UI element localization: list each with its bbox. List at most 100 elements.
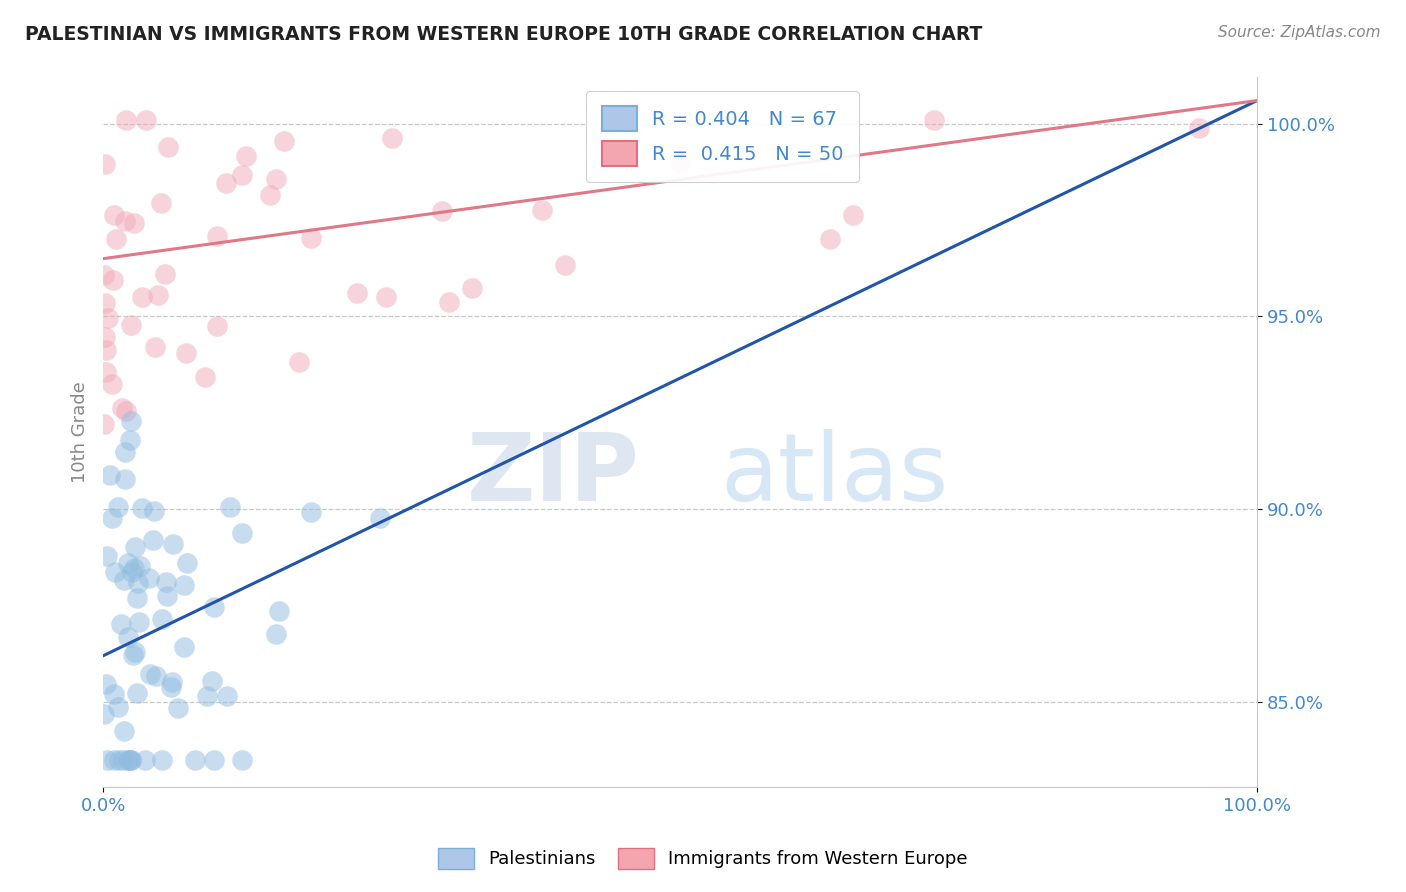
Point xyxy=(1188,120,1211,135)
Point xyxy=(101,377,124,392)
Point xyxy=(127,686,149,700)
Point xyxy=(207,228,229,243)
Point xyxy=(381,131,404,145)
Point xyxy=(235,149,257,163)
Point xyxy=(111,401,134,416)
Point xyxy=(346,285,368,300)
Point xyxy=(112,724,135,739)
Point xyxy=(150,753,173,767)
Legend: R = 0.404   N = 67, R =  0.415   N = 50: R = 0.404 N = 67, R = 0.415 N = 50 xyxy=(586,91,859,181)
Point xyxy=(173,578,195,592)
Point xyxy=(138,666,160,681)
Point xyxy=(93,707,115,722)
Point xyxy=(94,343,117,357)
Point xyxy=(118,433,141,447)
Point xyxy=(207,319,229,334)
Point xyxy=(174,346,197,360)
Point xyxy=(922,112,945,127)
Point xyxy=(202,753,225,767)
Y-axis label: 10th Grade: 10th Grade xyxy=(72,381,89,483)
Point xyxy=(148,288,170,302)
Point xyxy=(143,504,166,518)
Point xyxy=(143,340,166,354)
Point xyxy=(114,444,136,458)
Point xyxy=(94,296,117,310)
Point xyxy=(124,645,146,659)
Point xyxy=(231,753,253,767)
Point xyxy=(96,549,118,563)
Point xyxy=(134,753,156,767)
Point xyxy=(215,176,238,190)
Point xyxy=(110,617,132,632)
Legend: Palestinians, Immigrants from Western Europe: Palestinians, Immigrants from Western Eu… xyxy=(432,840,974,876)
Point xyxy=(103,208,125,222)
Point xyxy=(117,630,139,644)
Point xyxy=(202,600,225,615)
Point xyxy=(669,156,692,170)
Point xyxy=(152,612,174,626)
Point xyxy=(299,231,322,245)
Point xyxy=(135,112,157,127)
Point xyxy=(264,627,287,641)
Point xyxy=(461,281,484,295)
Point xyxy=(103,687,125,701)
Point xyxy=(530,202,553,217)
Point xyxy=(259,188,281,202)
Point xyxy=(374,290,396,304)
Point xyxy=(159,680,181,694)
Point xyxy=(117,556,139,570)
Point xyxy=(124,561,146,575)
Point xyxy=(156,589,179,603)
Point xyxy=(299,505,322,519)
Point xyxy=(184,753,207,767)
Point xyxy=(98,468,121,483)
Point xyxy=(120,318,142,332)
Point xyxy=(124,540,146,554)
Point xyxy=(115,404,138,418)
Point xyxy=(121,753,143,767)
Point xyxy=(131,501,153,516)
Point xyxy=(93,268,115,282)
Point xyxy=(94,330,117,344)
Point xyxy=(215,689,238,703)
Point xyxy=(149,196,172,211)
Point xyxy=(127,591,149,606)
Point xyxy=(138,571,160,585)
Point xyxy=(153,267,176,281)
Point xyxy=(112,753,135,767)
Point xyxy=(114,573,136,587)
Point xyxy=(93,417,115,431)
Point xyxy=(176,556,198,570)
Point xyxy=(162,675,184,690)
Point xyxy=(231,526,253,541)
Point xyxy=(818,232,841,246)
Point xyxy=(114,112,136,127)
Point xyxy=(118,753,141,767)
Point xyxy=(97,311,120,326)
Point xyxy=(167,701,190,715)
Point xyxy=(114,213,136,227)
Point xyxy=(157,140,180,154)
Point xyxy=(269,604,291,618)
Point xyxy=(101,273,124,287)
Point xyxy=(120,753,142,767)
Text: Source: ZipAtlas.com: Source: ZipAtlas.com xyxy=(1218,25,1381,40)
Text: ZIP: ZIP xyxy=(467,429,640,521)
Point xyxy=(127,575,149,590)
Point xyxy=(219,500,242,515)
Point xyxy=(264,171,287,186)
Point xyxy=(114,472,136,486)
Point xyxy=(128,615,150,630)
Point xyxy=(155,574,177,589)
Point xyxy=(94,157,117,171)
Point xyxy=(368,511,391,525)
Point xyxy=(231,168,253,182)
Point xyxy=(104,565,127,579)
Point xyxy=(107,500,129,514)
Point xyxy=(287,355,309,369)
Point xyxy=(201,673,224,688)
Point xyxy=(108,753,131,767)
Text: PALESTINIAN VS IMMIGRANTS FROM WESTERN EUROPE 10TH GRADE CORRELATION CHART: PALESTINIAN VS IMMIGRANTS FROM WESTERN E… xyxy=(25,25,983,44)
Point xyxy=(432,203,454,218)
Point xyxy=(128,558,150,573)
